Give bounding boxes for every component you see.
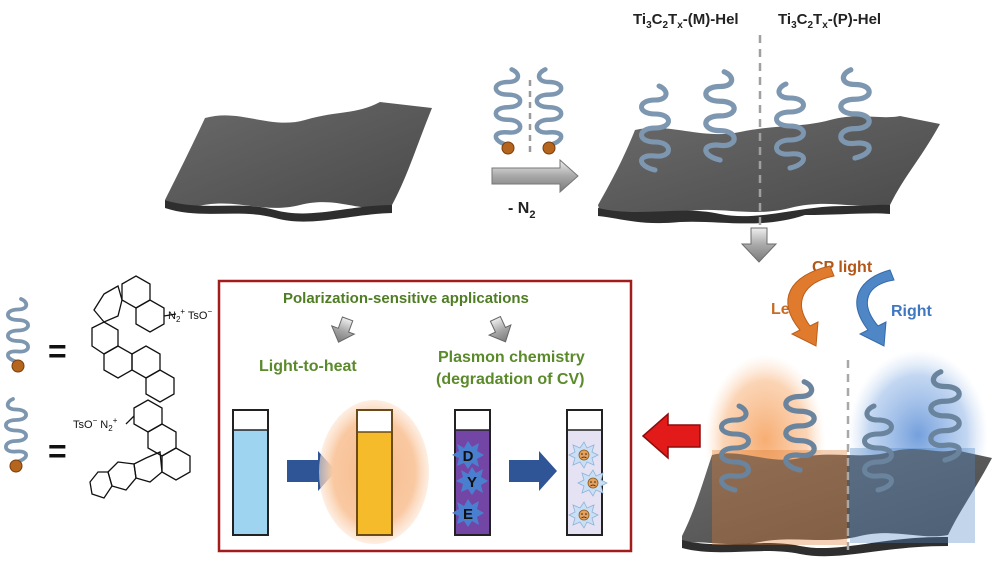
dye-letter-d: D [463,448,474,465]
small-arrow-right [487,315,512,343]
sad-face-icon [568,441,599,469]
small-arrow-left [330,316,356,343]
cuvette-cold [232,409,269,536]
helix-molecule-p [537,69,561,155]
down-arrow [740,227,778,263]
plasmon-label-1: Plasmon chemistry [438,349,585,366]
n2-label-top: N2+ TsO− [168,307,213,324]
blue-arrow-2 [509,451,557,491]
n2-label-bottom: TsO− N2+ [73,416,118,433]
plasmon-label-2: (degradation of CV) [436,371,584,388]
cuvette-degraded [566,409,608,536]
helicene-structure-p [89,399,191,499]
legend-helix-m [6,297,30,373]
reaction-arrow [491,158,579,194]
right-cp-arrow [856,269,895,347]
sad-face-icon [577,469,608,497]
mxene-sheet-bare [165,102,432,222]
helix-molecule-m [496,69,520,155]
dye-letter-e: E [463,506,473,523]
legend-helix-p [4,397,28,473]
dye-letter-y: Y [467,474,477,491]
mxene-sheet-irradiated [682,350,992,557]
m-hel-label: Ti3C2Tx-(M)-Hel [633,11,739,31]
red-arrow [641,412,701,460]
box-title: Polarization-sensitive applications [283,290,529,307]
equals-sign-bottom: = [48,433,67,469]
right-label: Right [891,303,933,320]
cuvette-hot [356,409,393,536]
applications-box [217,279,633,553]
light-to-heat-label: Light-to-heat [259,358,357,375]
helicene-structure-m [91,275,177,403]
left-cp-arrow [787,265,835,347]
cuvette-dye: D Y E [452,409,491,536]
sad-face-icon [568,501,599,529]
mxene-sheet-functionalized [598,116,940,224]
equals-sign-top: = [48,333,67,369]
minus-n2-label: - N2 [508,200,535,221]
p-hel-label: Ti3C2Tx-(P)-Hel [778,11,881,31]
